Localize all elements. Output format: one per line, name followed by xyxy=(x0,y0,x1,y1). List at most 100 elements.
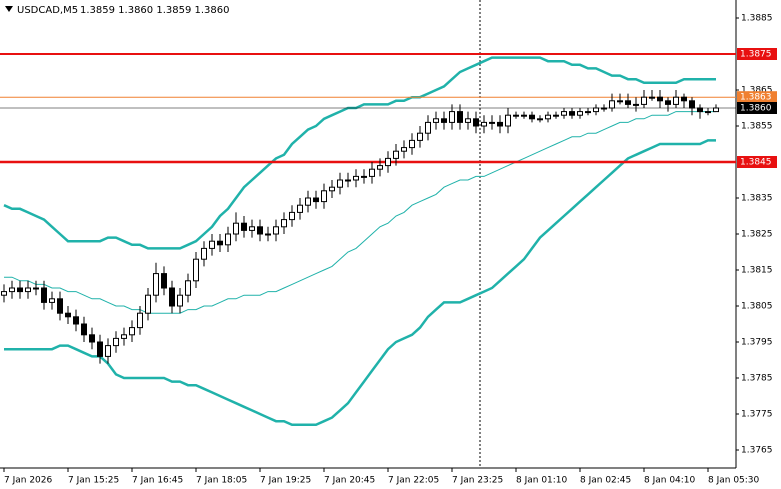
level-label: 1.3863 xyxy=(740,93,772,103)
x-tick-label: 8 Jan 01:10 xyxy=(516,476,568,486)
candle-body xyxy=(225,233,231,246)
x-tick-label: 7 Jan 16:45 xyxy=(132,476,183,486)
candle-body xyxy=(521,114,527,117)
candle-body xyxy=(417,132,423,141)
candle-body xyxy=(593,107,599,113)
candle-body xyxy=(633,103,639,106)
band-line xyxy=(4,139,716,427)
candle-body xyxy=(513,114,519,117)
level-label: 1.3845 xyxy=(740,158,772,168)
candle-body xyxy=(145,294,151,314)
candle-body xyxy=(169,287,175,307)
level-label-bg xyxy=(737,91,777,104)
candle-body xyxy=(313,197,319,203)
candle-body xyxy=(713,107,719,113)
candle-body xyxy=(209,240,215,249)
candle-body xyxy=(601,107,607,110)
candle-body xyxy=(73,316,79,325)
candle-body xyxy=(17,287,23,293)
candle-body xyxy=(569,111,575,116)
candle-body xyxy=(273,226,279,235)
x-tick-label: 8 Jan 02:45 xyxy=(580,476,631,486)
candle-body xyxy=(441,118,447,123)
candle-body xyxy=(337,179,343,188)
candle-body xyxy=(481,121,487,127)
candle-body xyxy=(409,139,415,149)
candle-body xyxy=(377,165,383,170)
y-tick-label: 1.3805 xyxy=(741,302,773,312)
candle-body xyxy=(129,327,135,336)
candle-body xyxy=(553,114,559,117)
candle-body xyxy=(305,197,311,206)
candle-body xyxy=(89,334,95,343)
candle-body xyxy=(177,294,183,307)
candle-body xyxy=(345,179,351,182)
x-tick-label: 8 Jan 05:30 xyxy=(708,476,760,486)
candle-body xyxy=(617,100,623,103)
candle-body xyxy=(97,341,103,357)
candle-body xyxy=(657,96,663,102)
candle-body xyxy=(369,168,375,177)
candle-body xyxy=(201,247,207,260)
candle-body xyxy=(545,114,551,120)
symbol: USDCAD,M5 xyxy=(17,5,78,16)
y-tick-label: 1.3865 xyxy=(741,86,773,96)
candle-body xyxy=(537,118,543,121)
x-tick-label: 7 Jan 15:25 xyxy=(68,476,119,486)
x-tick-label: 7 Jan 23:25 xyxy=(452,476,503,486)
candle-body xyxy=(49,298,55,303)
y-tick-label: 1.3775 xyxy=(741,410,773,420)
candle-body xyxy=(489,121,495,124)
candle-body xyxy=(697,107,703,113)
y-tick-label: 1.3815 xyxy=(741,266,773,276)
candle-body xyxy=(609,100,615,109)
candle-body xyxy=(393,150,399,159)
candle-body xyxy=(321,190,327,203)
candle-body xyxy=(41,287,47,303)
candle-body xyxy=(249,226,255,231)
candle-body xyxy=(297,204,303,213)
x-tick-label: 7 Jan 18:05 xyxy=(196,476,247,486)
candle-body xyxy=(233,222,239,235)
candle-body xyxy=(281,219,287,228)
candle-body xyxy=(673,96,679,105)
y-tick-label: 1.3855 xyxy=(741,122,773,132)
candle-body xyxy=(689,100,695,109)
candle-body xyxy=(193,258,199,282)
x-tick-label: 7 Jan 22:05 xyxy=(388,476,439,486)
candle-body xyxy=(705,111,711,114)
candle-body xyxy=(585,111,591,114)
candle-body xyxy=(681,96,687,102)
y-tick-label: 1.3825 xyxy=(741,230,773,240)
level-label-bg xyxy=(737,156,777,168)
candle-body xyxy=(257,226,263,235)
candle-body xyxy=(497,121,503,127)
candle-body xyxy=(137,312,143,329)
candle-body xyxy=(217,240,223,246)
candle-body xyxy=(401,147,407,152)
y-tick-label: 1.3765 xyxy=(741,446,773,456)
candle-body xyxy=(105,345,111,357)
candle-body xyxy=(289,211,295,221)
candle-body xyxy=(57,298,63,314)
candle-body xyxy=(641,96,647,105)
candle-body xyxy=(425,121,431,134)
menu-arrow[interactable] xyxy=(5,6,13,12)
candle-body xyxy=(665,100,671,105)
candle-body xyxy=(473,118,479,127)
candle-body xyxy=(353,175,359,181)
band-line xyxy=(3,56,716,250)
candle-body xyxy=(505,114,511,127)
y-tick-label: 1.3835 xyxy=(741,194,773,204)
candle-body xyxy=(361,175,367,178)
candle-body xyxy=(457,111,463,123)
candle-body xyxy=(465,118,471,123)
y-tick-label: 1.3795 xyxy=(741,338,773,348)
candle-body xyxy=(529,114,535,120)
level-label-bg xyxy=(737,102,777,114)
candle-body xyxy=(385,157,391,167)
x-tick-label: 7 Jan 19:25 xyxy=(260,476,311,486)
candle-body xyxy=(649,96,655,99)
candle-body xyxy=(153,273,159,296)
candle-body xyxy=(241,222,247,231)
